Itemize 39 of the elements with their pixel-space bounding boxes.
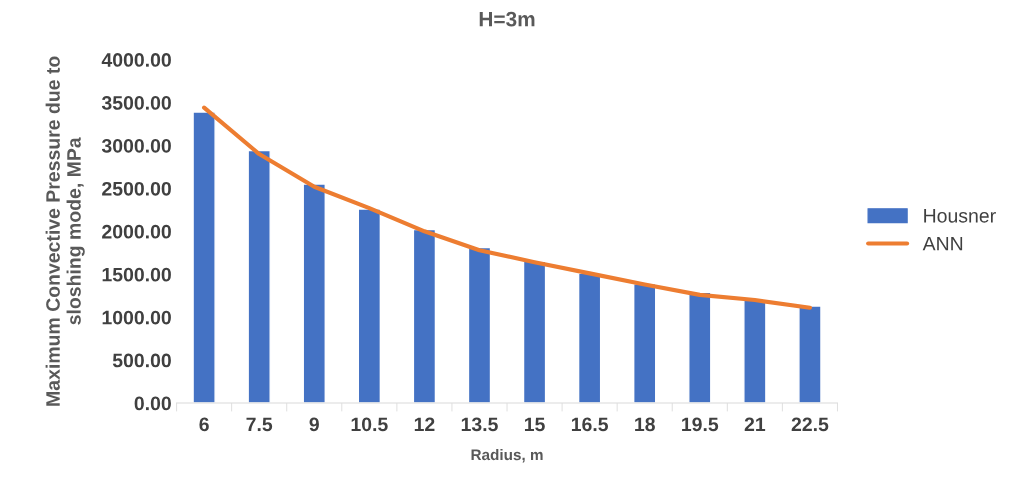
bar xyxy=(412,228,437,404)
x-tick-label: 22.5 xyxy=(791,417,829,432)
y-tick-label: 2500.00 xyxy=(102,181,171,196)
legend-label: Housner xyxy=(924,209,996,223)
x-tick-label: 6 xyxy=(199,417,209,432)
bar xyxy=(302,183,326,404)
x-axis-title: Radius, m xyxy=(471,448,543,463)
bar xyxy=(357,208,382,404)
legend-label: ANN xyxy=(922,236,963,251)
x-tick-label: 12 xyxy=(414,417,435,432)
x-tick-label: 13.5 xyxy=(461,417,498,432)
x-tick-label: 9 xyxy=(309,417,319,432)
chart-title: H=3m xyxy=(479,11,535,27)
y-axis-title: Maximum Convective Pressure due to sloshing mode, MPa xyxy=(45,56,85,406)
y-tick-label: 3500.00 xyxy=(101,96,171,110)
bar xyxy=(247,149,271,404)
bar xyxy=(522,260,547,404)
line-series xyxy=(202,105,813,310)
bar xyxy=(688,291,712,404)
y-tick-label: 1000.00 xyxy=(102,310,171,325)
bar xyxy=(743,299,767,404)
x-tick-label: 18 xyxy=(635,417,655,432)
x-tick-label: 16.5 xyxy=(571,417,609,432)
bar xyxy=(467,246,492,404)
bar xyxy=(798,305,822,404)
y-tick-label: 500.00 xyxy=(112,353,171,368)
y-tick-label: 2000.00 xyxy=(102,224,171,239)
x-tick-label: 10.5 xyxy=(351,417,388,432)
y-tick-label: 0.00 xyxy=(134,396,171,411)
y-tick-label: 1500.00 xyxy=(102,267,171,282)
y-tick-label: 3000.00 xyxy=(101,138,171,153)
bar xyxy=(577,272,602,404)
x-tick-label: 7.5 xyxy=(246,417,273,432)
x-tick-label: 21 xyxy=(744,417,766,432)
x-tick-label: 15 xyxy=(524,417,545,432)
bar xyxy=(192,111,216,404)
x-tick-label: 19.5 xyxy=(682,417,719,432)
bar xyxy=(632,283,657,404)
y-tick-label: 4000.00 xyxy=(101,53,171,67)
